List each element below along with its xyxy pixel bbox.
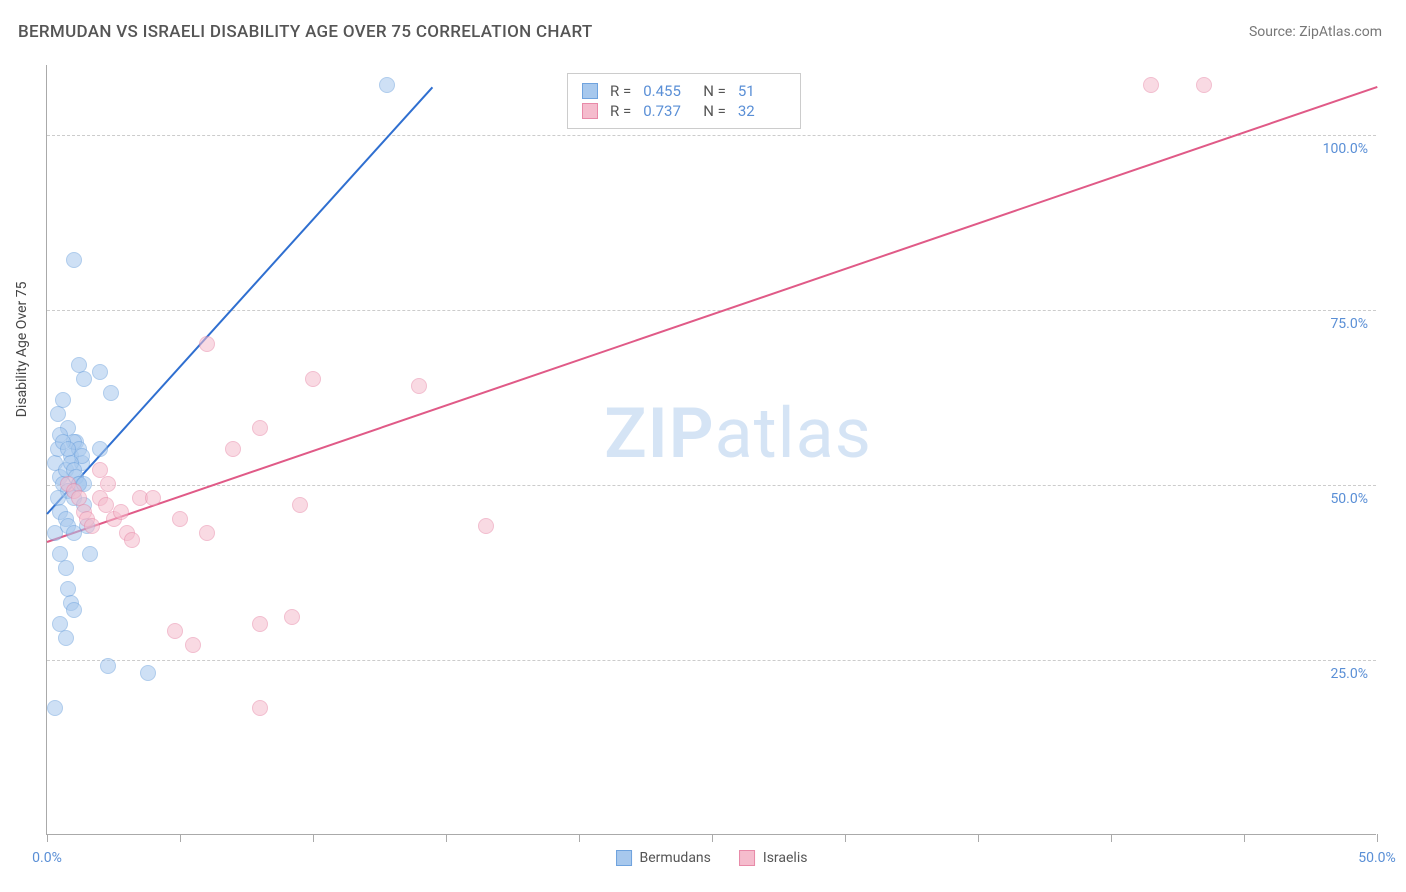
stats-swatch-bermudans — [582, 83, 598, 99]
stats-swatch-israelis — [582, 103, 598, 119]
x-tick — [978, 834, 979, 842]
trend-line-israelis — [47, 86, 1378, 543]
data-point — [225, 441, 241, 457]
x-tick — [1377, 834, 1378, 842]
data-point — [113, 504, 129, 520]
data-point — [100, 658, 116, 674]
data-point — [66, 602, 82, 618]
data-point — [58, 560, 74, 576]
data-point — [66, 252, 82, 268]
legend-swatch-bermudans — [616, 850, 632, 866]
stats-n-val-israelis: 32 — [738, 102, 786, 120]
data-point — [55, 392, 71, 408]
stats-n-val-bermudans: 51 — [738, 82, 786, 100]
chart-container: BERMUDAN VS ISRAELI DISABILITY AGE OVER … — [0, 0, 1406, 892]
gridline — [47, 135, 1376, 136]
source-label: Source: ZipAtlas.com — [1249, 24, 1382, 40]
stats-r-val-bermudans: 0.455 — [643, 82, 691, 100]
data-point — [47, 700, 63, 716]
plot-area: Disability Age Over 75 ZIPatlas R = 0.45… — [46, 65, 1376, 835]
x-tick-label: 50.0% — [1358, 850, 1396, 866]
data-point — [252, 420, 268, 436]
data-point — [478, 518, 494, 534]
x-tick — [1244, 834, 1245, 842]
stats-n-label: N = — [703, 82, 726, 100]
x-tick — [313, 834, 314, 842]
stats-row-israelis: R = 0.737 N = 32 — [582, 102, 786, 120]
x-tick — [180, 834, 181, 842]
y-tick-label: 25.0% — [1330, 666, 1368, 682]
data-point — [84, 518, 100, 534]
legend-item-israelis: Israelis — [739, 850, 808, 866]
data-point — [199, 525, 215, 541]
data-point — [66, 525, 82, 541]
data-point — [284, 609, 300, 625]
data-point — [252, 616, 268, 632]
stats-box: R = 0.455 N = 51 R = 0.737 N = 32 — [567, 73, 801, 129]
data-point — [172, 511, 188, 527]
x-tick-label: 0.0% — [32, 850, 62, 866]
x-tick — [712, 834, 713, 842]
data-point — [305, 371, 321, 387]
legend-label-bermudans: Bermudans — [640, 850, 711, 866]
data-point — [252, 700, 268, 716]
data-point — [58, 630, 74, 646]
stats-r-label: R = — [610, 102, 631, 120]
y-tick-label: 50.0% — [1330, 491, 1368, 507]
gridline — [47, 310, 1376, 311]
x-tick — [579, 834, 580, 842]
x-tick — [446, 834, 447, 842]
data-point — [1143, 77, 1159, 93]
stats-n-label: N = — [703, 102, 726, 120]
chart-title: BERMUDAN VS ISRAELI DISABILITY AGE OVER … — [18, 22, 593, 42]
data-point — [167, 623, 183, 639]
legend-item-bermudans: Bermudans — [616, 850, 711, 866]
legend-swatch-israelis — [739, 850, 755, 866]
watermark: ZIPatlas — [604, 393, 872, 475]
data-point — [199, 336, 215, 352]
stats-r-label: R = — [610, 82, 631, 100]
x-tick — [1111, 834, 1112, 842]
data-point — [140, 665, 156, 681]
x-tick — [845, 834, 846, 842]
data-point — [100, 476, 116, 492]
stats-r-val-israelis: 0.737 — [643, 102, 691, 120]
data-point — [92, 441, 108, 457]
gridline — [47, 660, 1376, 661]
data-point — [92, 364, 108, 380]
data-point — [185, 637, 201, 653]
stats-row-bermudans: R = 0.455 N = 51 — [582, 82, 786, 100]
y-axis-title: Disability Age Over 75 — [14, 281, 30, 417]
watermark-atlas: atlas — [715, 393, 872, 475]
data-point — [124, 532, 140, 548]
data-point — [379, 77, 395, 93]
data-point — [76, 371, 92, 387]
x-tick — [47, 834, 48, 842]
y-tick-label: 75.0% — [1330, 316, 1368, 332]
data-point — [103, 385, 119, 401]
legend: Bermudans Israelis — [616, 850, 808, 866]
data-point — [82, 546, 98, 562]
gridline — [47, 485, 1376, 486]
y-tick-label: 100.0% — [1323, 141, 1368, 157]
data-point — [1196, 77, 1212, 93]
data-point — [292, 497, 308, 513]
data-point — [145, 490, 161, 506]
data-point — [411, 378, 427, 394]
legend-label-israelis: Israelis — [763, 850, 808, 866]
data-point — [50, 406, 66, 422]
watermark-zip: ZIP — [604, 393, 714, 475]
